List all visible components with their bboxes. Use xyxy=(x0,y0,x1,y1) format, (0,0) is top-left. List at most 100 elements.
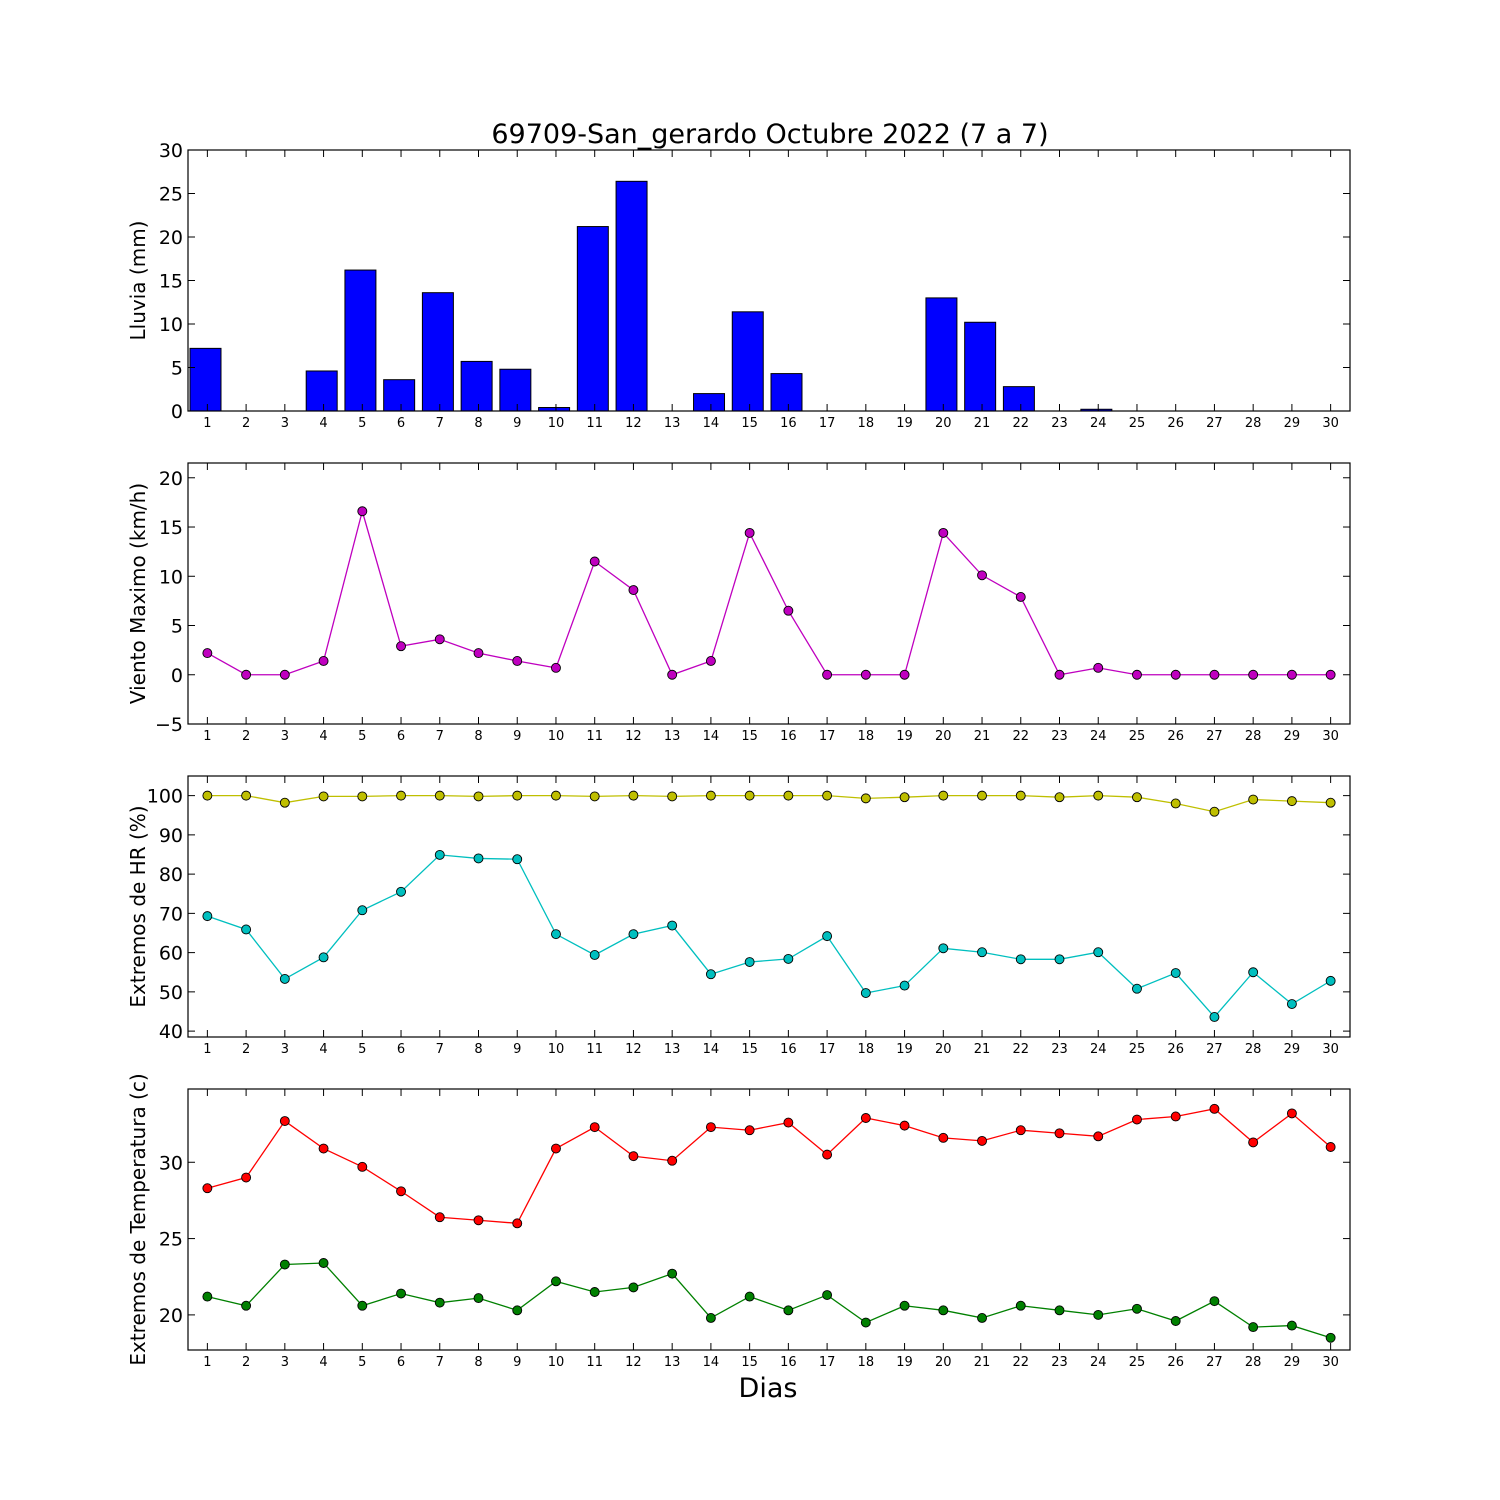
plot-frame xyxy=(187,462,1351,725)
data-point xyxy=(1325,797,1336,808)
data-point xyxy=(434,790,445,801)
data-point xyxy=(241,1300,252,1311)
x-tick-label: 21 xyxy=(974,416,991,431)
x-tick-label: 22 xyxy=(1012,1355,1029,1370)
data-point xyxy=(202,648,213,659)
x-tick-label: 12 xyxy=(625,729,642,744)
series-line xyxy=(207,508,1331,676)
data-point xyxy=(1209,806,1220,817)
x-tick-label: 21 xyxy=(974,1355,991,1370)
data-point xyxy=(744,790,755,801)
data-point xyxy=(473,1215,484,1226)
data-point xyxy=(1209,1296,1220,1307)
x-axis-label: Dias xyxy=(739,1373,798,1404)
data-point xyxy=(1209,1012,1220,1022)
bar xyxy=(731,311,764,412)
plot-frame xyxy=(187,775,1351,1038)
data-point xyxy=(705,790,716,801)
data-point xyxy=(1286,669,1297,680)
bar xyxy=(305,370,338,412)
x-tick-label: 18 xyxy=(858,416,875,431)
x-tick-label: 6 xyxy=(397,416,405,431)
data-point xyxy=(202,790,213,801)
x-tick-label: 2 xyxy=(242,416,250,431)
bar xyxy=(499,368,532,412)
data-point xyxy=(589,1287,600,1297)
y-tick-label: 0 xyxy=(171,665,183,687)
data-point xyxy=(279,973,290,984)
data-point xyxy=(705,1312,716,1323)
data-point xyxy=(357,1161,368,1172)
data-point xyxy=(1248,1137,1259,1148)
data-point xyxy=(473,791,484,802)
data-point xyxy=(473,853,484,864)
x-tick-label: 27 xyxy=(1206,729,1223,744)
data-point xyxy=(1286,999,1297,1009)
data-point xyxy=(1093,1131,1104,1142)
data-point xyxy=(1325,975,1336,986)
data-point xyxy=(318,1258,329,1268)
data-point xyxy=(551,1276,561,1287)
y-tick-label: 50 xyxy=(159,982,183,1004)
data-point xyxy=(551,790,561,801)
data-point xyxy=(705,1122,716,1133)
bar xyxy=(770,373,803,412)
y-tick-label: 10 xyxy=(159,566,183,588)
data-point xyxy=(512,790,523,801)
bar xyxy=(421,292,454,412)
data-point xyxy=(357,791,368,802)
data-point xyxy=(628,929,639,940)
data-point xyxy=(1325,1332,1336,1343)
data-point xyxy=(938,527,949,538)
data-point xyxy=(899,1300,910,1311)
data-point xyxy=(667,1155,678,1166)
data-point xyxy=(628,1151,639,1162)
x-tick-label: 29 xyxy=(1284,1355,1301,1370)
x-tick-label: 26 xyxy=(1167,729,1184,744)
data-point xyxy=(1015,1300,1026,1311)
x-tick-label: 29 xyxy=(1284,729,1301,744)
x-tick-label: 10 xyxy=(548,1042,565,1057)
data-point xyxy=(1248,794,1259,805)
data-point xyxy=(512,656,523,666)
x-tick-label: 24 xyxy=(1090,416,1107,431)
data-point xyxy=(899,669,910,680)
x-tick-label: 20 xyxy=(935,416,952,431)
x-tick-label: 17 xyxy=(819,416,836,431)
x-tick-label: 27 xyxy=(1206,1042,1223,1057)
data-point xyxy=(977,1312,987,1323)
data-point xyxy=(318,952,329,963)
x-tick-label: 4 xyxy=(319,1042,327,1057)
data-point xyxy=(938,790,949,801)
data-point xyxy=(1093,790,1104,801)
y-axis-label: Extremos de HR (%) xyxy=(126,805,150,1007)
series-line xyxy=(207,1108,1332,1224)
x-tick-label: 26 xyxy=(1167,1042,1184,1057)
data-point xyxy=(1015,1125,1026,1136)
x-tick-label: 16 xyxy=(780,729,797,744)
y-tick-label: 20 xyxy=(159,227,183,249)
x-tick-label: 22 xyxy=(1012,416,1029,431)
data-point xyxy=(1248,669,1259,680)
data-point xyxy=(1093,1309,1104,1320)
data-point xyxy=(318,656,329,666)
x-tick-label: 19 xyxy=(896,1355,913,1370)
data-point xyxy=(1170,669,1181,680)
y-tick-label: 40 xyxy=(159,1021,183,1043)
data-point xyxy=(1170,1316,1181,1326)
data-point xyxy=(434,634,445,645)
data-point xyxy=(938,1132,949,1143)
x-tick-label: 7 xyxy=(436,1042,444,1057)
data-point xyxy=(551,1143,561,1154)
y-tick-label: 100 xyxy=(147,786,183,808)
data-point xyxy=(1132,983,1142,994)
series-line xyxy=(207,854,1331,1018)
data-point xyxy=(434,1212,445,1223)
data-point xyxy=(744,1125,755,1136)
data-point xyxy=(1325,1142,1336,1152)
y-tick-label: 20 xyxy=(159,1305,183,1327)
data-point xyxy=(822,1149,833,1160)
data-point xyxy=(977,790,987,801)
